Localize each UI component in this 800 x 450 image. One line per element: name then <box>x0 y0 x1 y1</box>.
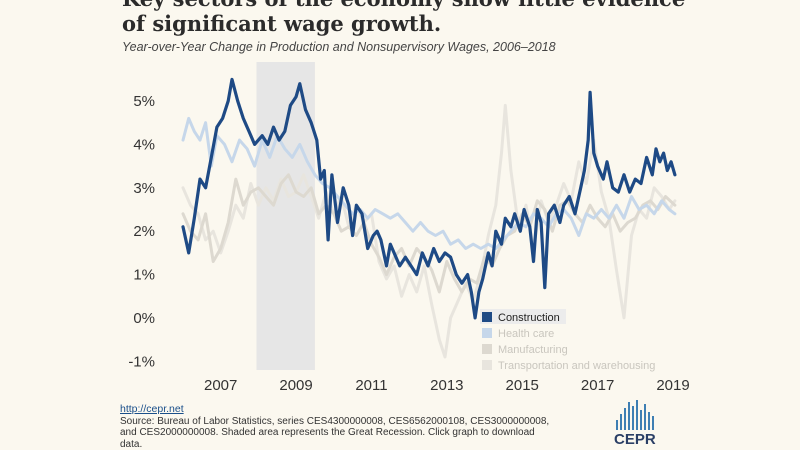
legend-swatch <box>482 344 492 354</box>
y-tick-label: 1% <box>133 267 155 284</box>
y-tick-label: 2% <box>133 223 155 240</box>
y-tick-label: 0% <box>133 310 155 327</box>
x-tick-label: 2017 <box>581 377 614 394</box>
legend-label: Transportation and warehousing <box>498 360 655 372</box>
y-tick-label: 5% <box>133 93 155 110</box>
legend-swatch <box>482 360 492 370</box>
x-tick-label: 2019 <box>656 377 689 394</box>
x-tick-label: 2011 <box>355 377 387 394</box>
logo-text: CEPR <box>614 431 656 445</box>
legend-swatch <box>482 312 492 322</box>
y-tick-label: -1% <box>128 353 155 370</box>
legend-swatch <box>482 328 492 338</box>
legend-label: Manufacturing <box>498 344 568 356</box>
legend-label: Health care <box>498 328 554 340</box>
source-line-1: Source: Bureau of Labor Statistics, seri… <box>120 416 640 428</box>
source-line-2: and CES2000000008. Shaded area represent… <box>120 427 640 439</box>
legend-label: Construction <box>498 312 560 324</box>
x-tick-label: 2013 <box>430 377 463 394</box>
y-tick-label: 3% <box>133 180 155 197</box>
source-line-3: data. <box>120 439 640 450</box>
y-tick-label: 4% <box>133 136 155 153</box>
footer: http://cepr.net Source: Bureau of Labor … <box>120 404 640 450</box>
x-tick-label: 2009 <box>279 377 312 394</box>
axes-ticks: -1% 0% 1% 2% 3% 4% 5% 2007 2009 2011 2013 2015 2017 2… <box>128 93 689 394</box>
legend: Construction Health care Manufacturing Tran… <box>480 309 655 372</box>
line-chart[interactable]: -1% 0% 1% 2% 3% 4% 5% 2007 2009 2011 2013 2015 2017 2… <box>0 0 800 400</box>
x-tick-label: 2007 <box>204 377 237 394</box>
cepr-logo[interactable]: CEPR <box>610 398 670 445</box>
cepr-link[interactable]: http://cepr.net <box>120 404 640 416</box>
x-tick-label: 2015 <box>506 377 539 394</box>
